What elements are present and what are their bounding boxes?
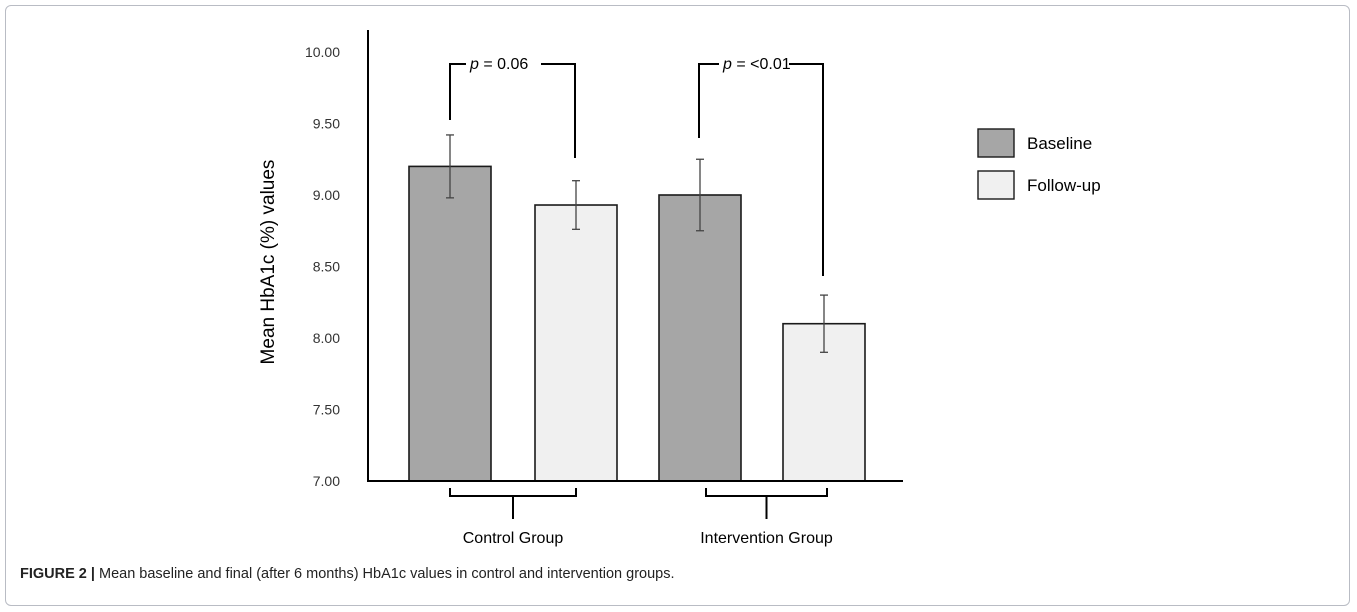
significance-bracket: p = 0.06 — [449, 56, 576, 158]
significance-bracket: p = <0.01 — [698, 56, 824, 276]
y-tick-label: 10.00 — [305, 44, 340, 60]
group-label: Control Group — [463, 530, 564, 547]
p-value-label: p = <0.01 — [722, 56, 791, 73]
p-value-label: p = 0.06 — [469, 56, 528, 73]
group-brace — [449, 488, 577, 519]
bracket-left-arm — [449, 63, 466, 120]
group-brace-line — [705, 488, 828, 519]
legend-label-baseline: Baseline — [1027, 134, 1092, 153]
group-label: Intervention Group — [700, 530, 833, 547]
y-tick-label: 9.50 — [313, 116, 340, 132]
bracket-right-arm — [541, 63, 576, 158]
group-brace-line — [449, 488, 577, 519]
y-axis-label: Mean HbA1c (%) values — [258, 160, 279, 365]
error-bar — [820, 294, 828, 353]
figure-label: FIGURE 2 | — [20, 566, 95, 582]
bracket-right-arm — [789, 63, 824, 276]
bar-chart: 7.00 7.50 8.00 8.50 9.00 9.50 10.00 p = 0.06 p … — [258, 30, 1101, 547]
y-tick-label: 7.00 — [313, 473, 340, 489]
error-bar — [696, 158, 704, 232]
y-tick-label: 8.00 — [313, 330, 340, 346]
caption-text: Mean baseline and final (after 6 months)… — [94, 566, 675, 582]
bar-baseline-1 — [408, 165, 492, 482]
legend-label-follow-up: Follow-up — [1027, 176, 1101, 195]
legend-swatch-baseline — [977, 128, 1015, 158]
y-tick-label: 8.50 — [313, 259, 340, 275]
y-tick-label: 9.00 — [313, 187, 340, 203]
bar-baseline-2 — [658, 194, 742, 482]
bracket-left-arm — [698, 63, 719, 138]
legend-swatch-follow-up — [977, 170, 1015, 200]
bar-follow-up-1 — [534, 204, 618, 482]
error-bar — [572, 180, 580, 230]
figure-caption: FIGURE 2 | Mean baseline and final (afte… — [20, 566, 1320, 582]
group-brace — [705, 488, 828, 519]
y-tick-label: 7.50 — [313, 402, 340, 418]
error-bar — [446, 134, 454, 199]
